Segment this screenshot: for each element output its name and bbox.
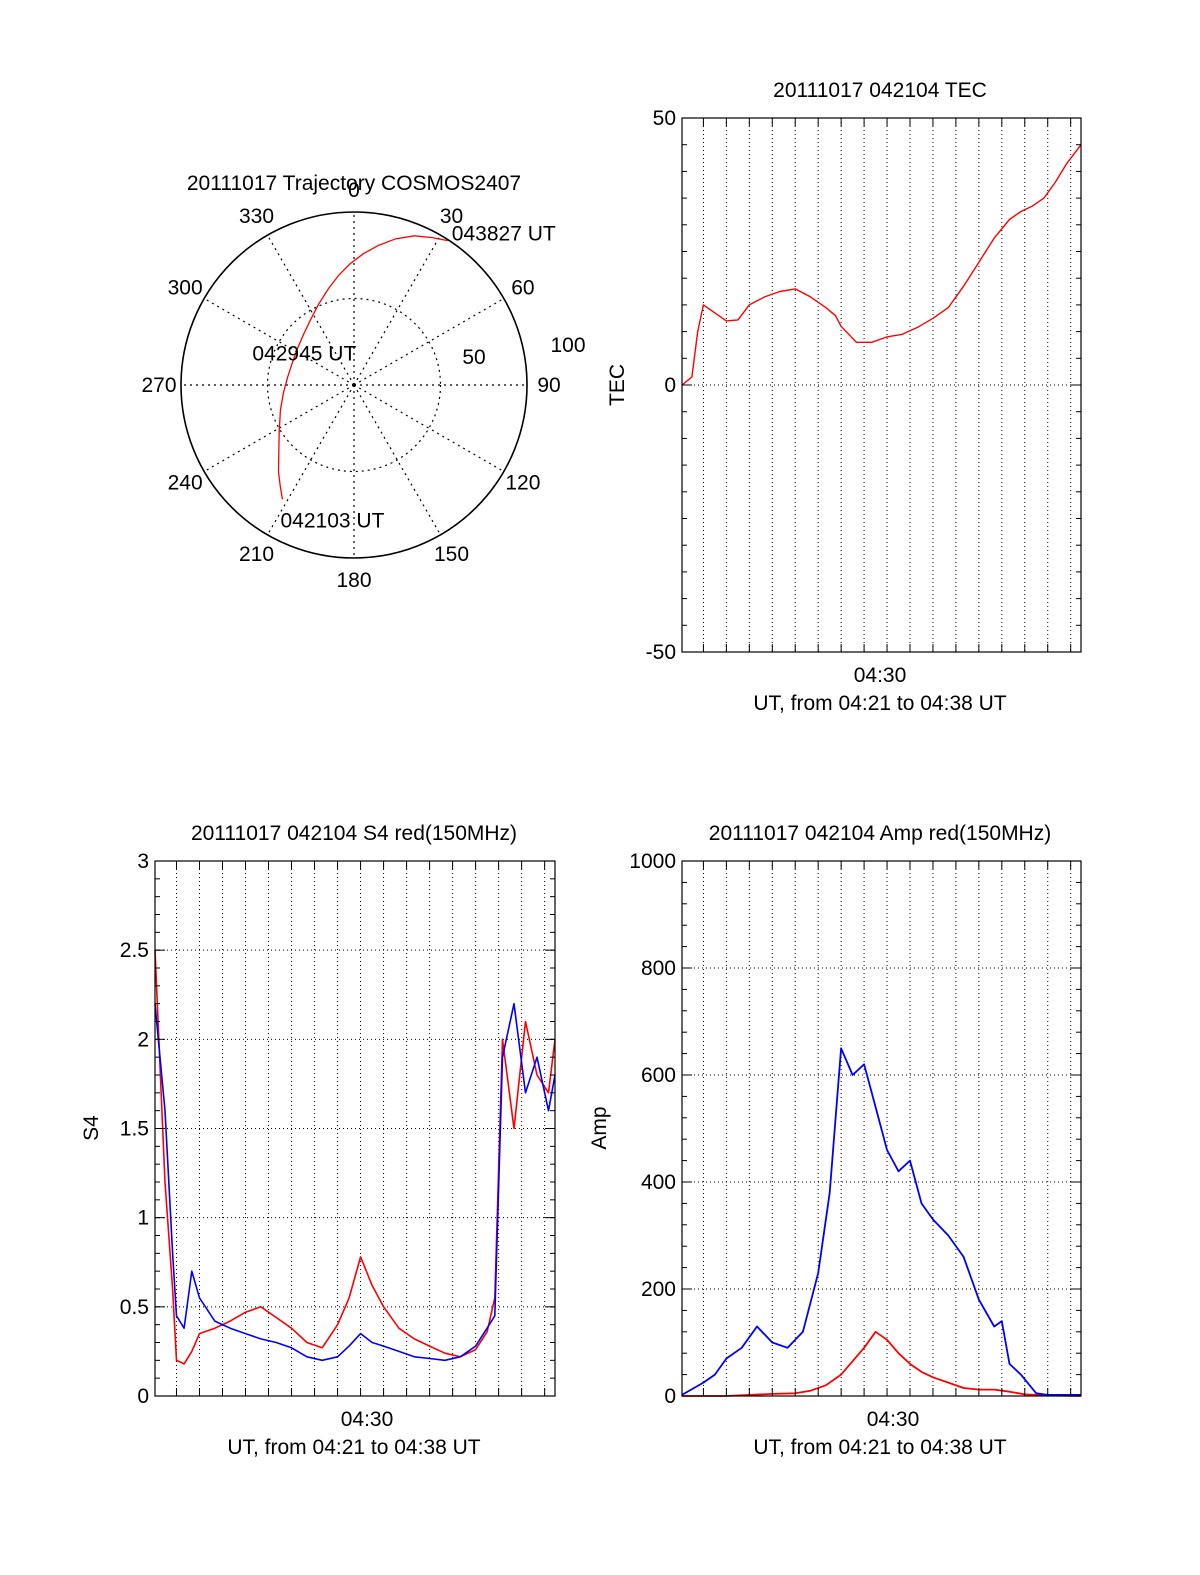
amp-ytick-label: 800 — [641, 957, 676, 980]
s4-ytick-label: 0 — [137, 1385, 149, 1408]
annotation-start-time: 042103 UT — [281, 509, 385, 532]
s4-grid — [155, 861, 555, 1396]
azimuth-label: 180 — [336, 569, 371, 592]
tec-ytick-label: 50 — [653, 107, 676, 130]
amp-xlabel: UT, from 04:21 to 04:38 UT — [753, 1436, 1006, 1459]
s4-ytick-label: 1 — [137, 1207, 149, 1230]
s4-ticks: 0 0.5 1 1.5 2 2.5 3 — [120, 850, 555, 1408]
amp-ticks: 0 200 400 600 800 1000 — [629, 850, 1081, 1408]
s4-xlabel: UT, from 04:21 to 04:38 UT — [227, 1436, 480, 1459]
amp-title: 20111017 042104 Amp red(150MHz) — [709, 822, 1051, 845]
s4-ytick-label: 2.5 — [120, 939, 149, 962]
azimuth-label: 210 — [239, 543, 274, 566]
tec-ytick-label: 0 — [664, 374, 676, 397]
azimuth-label: 60 — [511, 277, 534, 300]
radial-label: 100 — [550, 334, 585, 357]
tec-ylabel: TEC — [606, 364, 629, 406]
polar-spoke — [203, 384, 355, 473]
polar-spoke — [203, 297, 355, 386]
s4-ytick-label: 2 — [137, 1028, 149, 1051]
amp-ytick-label: 200 — [641, 1278, 676, 1301]
polar-labels: 0 30 60 90 120 150 180 210 240 270 300 330 50 100 — [141, 179, 585, 592]
amp-xtick-label: 04:30 — [867, 1408, 920, 1431]
s4-xtick-label: 04:30 — [341, 1408, 394, 1431]
polar-outer-ring — [180, 211, 528, 559]
amp-plot-frame — [681, 860, 1082, 1397]
azimuth-label: 0 — [348, 179, 360, 202]
s4-ylabel: S4 — [80, 1115, 103, 1141]
trajectory-line — [277, 235, 448, 500]
azimuth-label: 270 — [141, 374, 176, 397]
tec-title: 20111017 042104 TEC — [773, 79, 987, 102]
polar-spoke — [353, 234, 442, 386]
tec-series — [681, 144, 1082, 386]
azimuth-label: 90 — [537, 374, 560, 397]
s4-panel: 20111017 042104 S4 red(150MHz) 0 0.5 1 1.5 2… — [80, 822, 556, 1459]
trajectory-title: 20111017 Trajectory COSMOS2407 — [187, 172, 521, 195]
s4-ytick-label: 1.5 — [120, 1118, 149, 1141]
s4-ytick-label: 0.5 — [120, 1296, 149, 1319]
polar-grid — [181, 212, 527, 558]
s4-title: 20111017 042104 S4 red(150MHz) — [191, 822, 517, 845]
polar-spoke — [353, 297, 505, 386]
azimuth-label: 30 — [440, 205, 463, 228]
polar-series — [277, 235, 448, 500]
azimuth-label: 300 — [168, 277, 203, 300]
tec-grid — [682, 118, 1081, 652]
amp-ylabel: Amp — [588, 1106, 611, 1149]
azimuth-label: 150 — [434, 543, 469, 566]
tec-series-line-0 — [681, 144, 1082, 386]
s4-series — [154, 950, 556, 1365]
amp-ytick-label: 600 — [641, 1064, 676, 1087]
amp-panel: 20111017 042104 Amp red(150MHz) 0 200 400 6… — [588, 822, 1082, 1459]
tec-xlabel: UT, from 04:21 to 04:38 UT — [753, 692, 1006, 715]
annotation-mid-time: 042945 UT — [252, 343, 356, 366]
polar-spoke — [353, 384, 505, 473]
s4-ytick-label: 3 — [137, 850, 149, 873]
azimuth-label: 240 — [168, 472, 203, 495]
polar-spoke — [266, 384, 355, 536]
tec-xtick-label: 04:30 — [854, 664, 907, 687]
s4-series-line-1 — [154, 1002, 556, 1362]
amp-series-line-1 — [681, 1047, 1081, 1396]
amp-ytick-label: 1000 — [629, 850, 676, 873]
azimuth-label: 120 — [505, 472, 540, 495]
tec-ytick-label: -50 — [646, 641, 676, 664]
tec-ticks: 50 0 -50 — [646, 107, 1081, 664]
trajectory-panel: 20111017 Trajectory COSMOS2407 0 30 60 90 12… — [141, 172, 585, 592]
polar-ring — [266, 297, 442, 473]
polar-spoke — [353, 384, 442, 536]
azimuth-label: 330 — [239, 205, 274, 228]
amp-ytick-label: 0 — [664, 1385, 676, 1408]
tec-panel: 20111017 042104 TEC 50 0 -50 04:30 UT, fro… — [606, 79, 1082, 715]
amp-ytick-label: 400 — [641, 1171, 676, 1194]
amp-grid — [682, 861, 1081, 1396]
annotation-end-time: 043827 UT — [452, 223, 556, 246]
radial-label: 50 — [462, 346, 485, 369]
polar-spoke — [266, 234, 355, 386]
